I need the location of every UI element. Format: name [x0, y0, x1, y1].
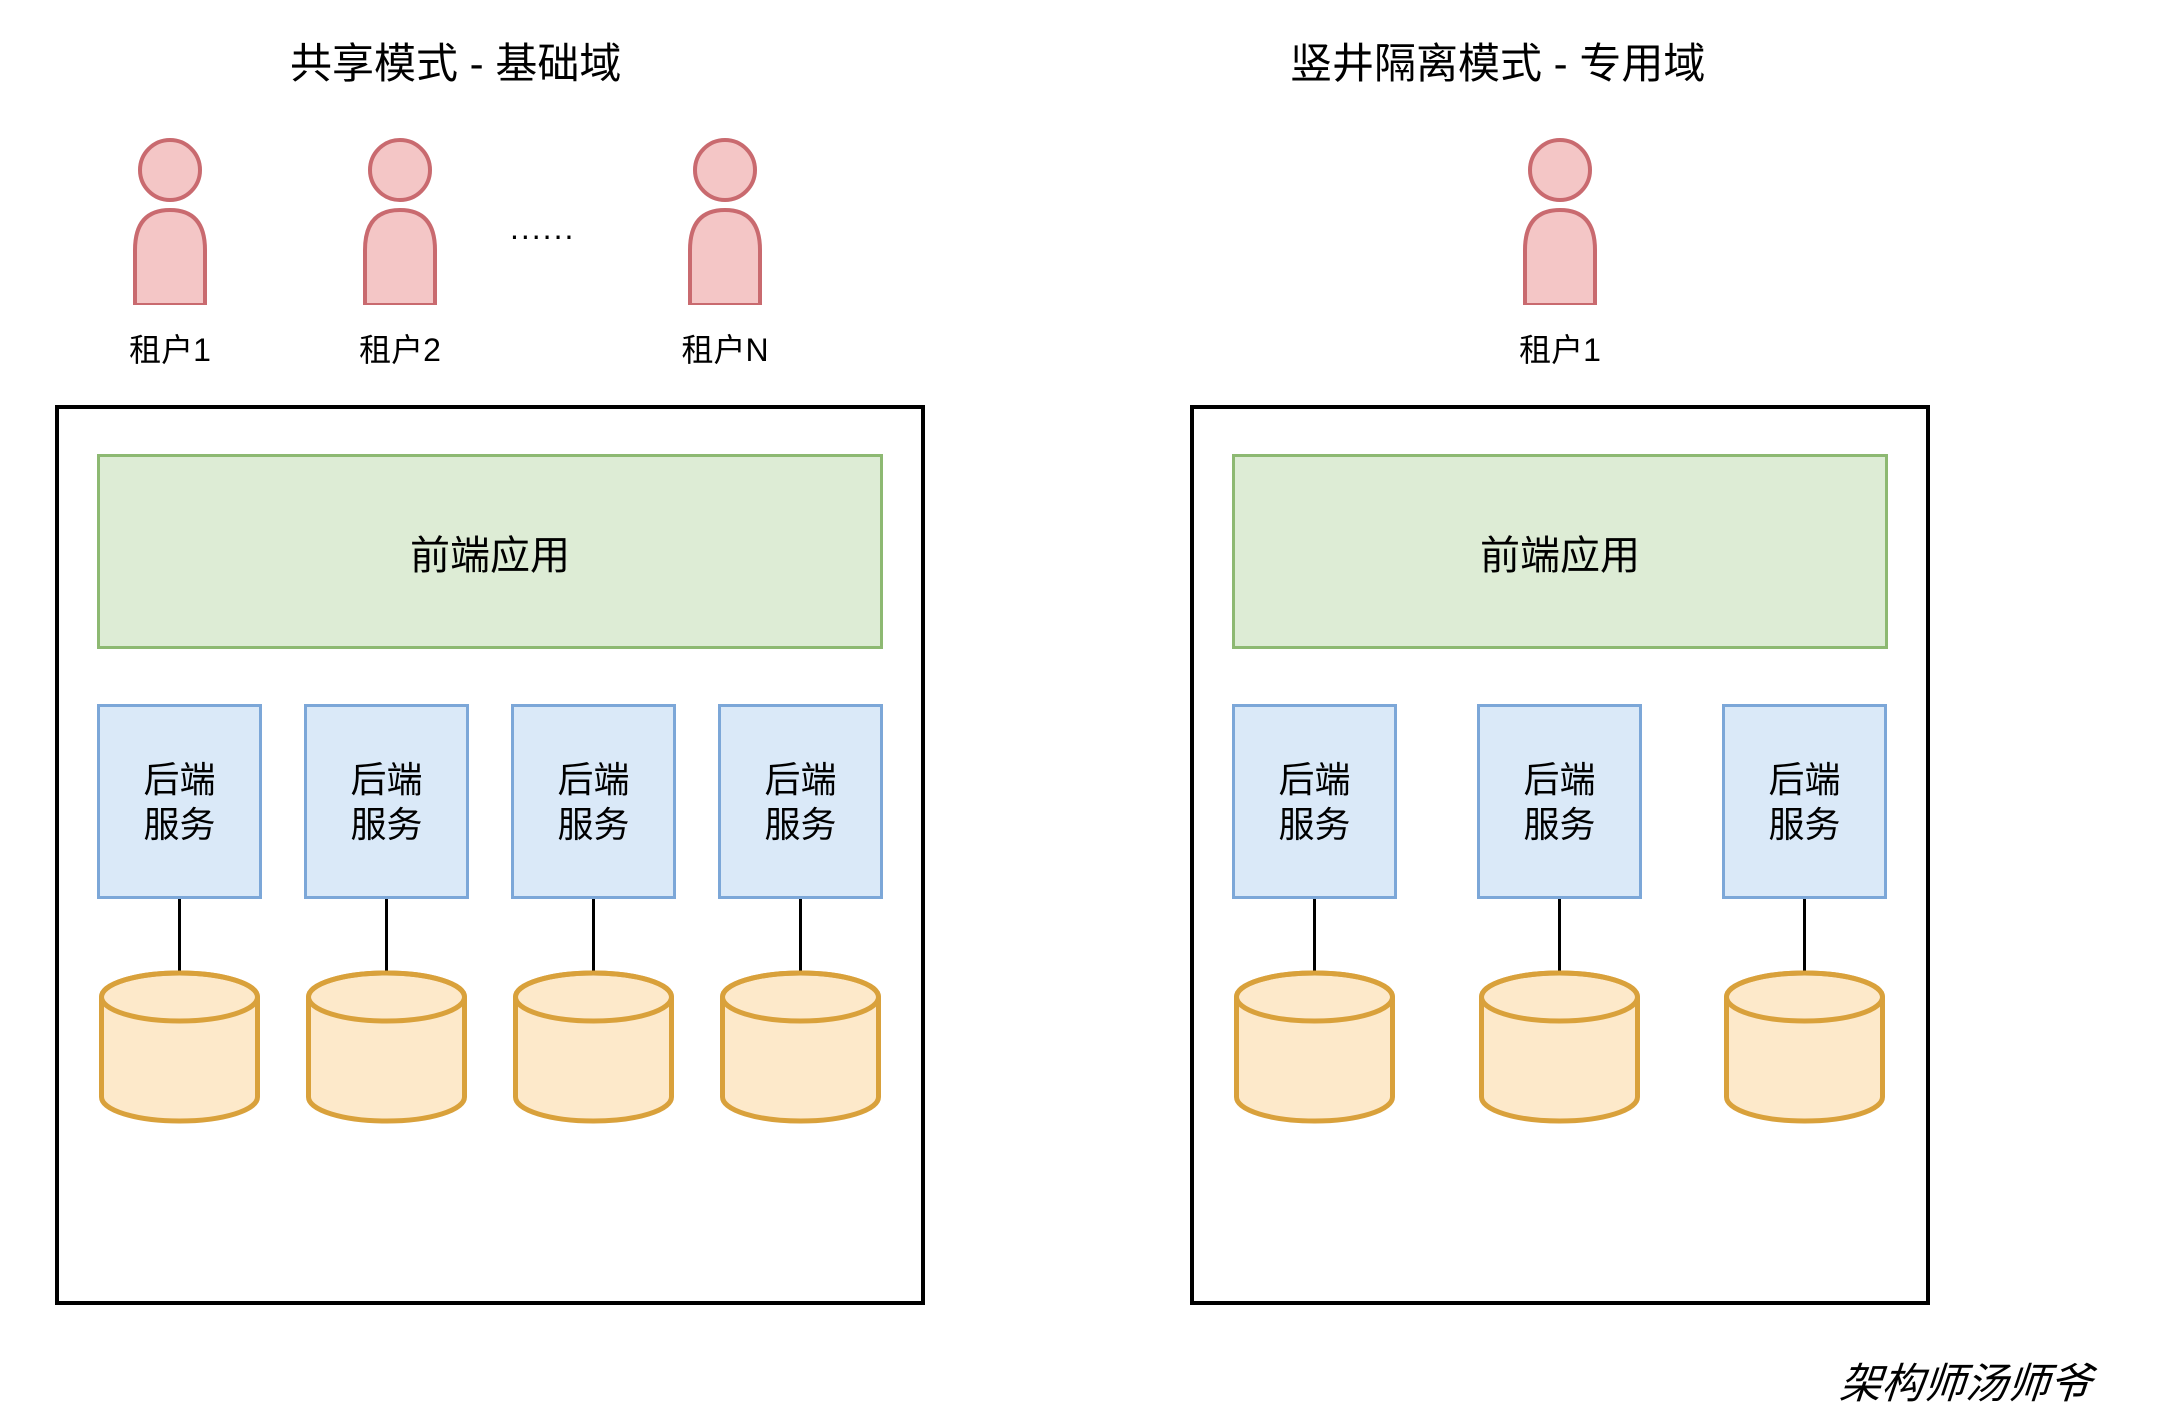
- database-icon: [718, 969, 883, 1129]
- frontend-box: 前端应用: [1232, 454, 1888, 649]
- backend-box: 后端服务: [1477, 704, 1642, 899]
- right-architecture-box: 前端应用 后端服务 后端服务 后端服务: [1190, 405, 1930, 1305]
- left-architecture-box: 前端应用 后端服务 后端服务 后端服务 后端服务: [55, 405, 925, 1305]
- user-icon: [345, 135, 455, 305]
- watermark: 架构师汤师爷: [1837, 1350, 2094, 1411]
- connector-line: [1803, 899, 1806, 974]
- database-icon: [1722, 969, 1887, 1129]
- database-icon: [304, 969, 469, 1129]
- backend-box: 后端服务: [511, 704, 676, 899]
- connector-line: [178, 899, 181, 974]
- tenant-label: 租户N: [670, 325, 780, 371]
- backend-label: 后端服务: [764, 757, 836, 847]
- backend-box: 后端服务: [1722, 704, 1887, 899]
- backend-label: 后端服务: [1523, 757, 1595, 847]
- ellipsis: ......: [510, 210, 575, 247]
- database-icon: [1477, 969, 1642, 1129]
- connector-line: [592, 899, 595, 974]
- connector-line: [1313, 899, 1316, 974]
- backend-label: 后端服务: [1278, 757, 1350, 847]
- frontend-label: 前端应用: [410, 523, 570, 581]
- tenant-label: 租户1: [1510, 325, 1610, 371]
- frontend-label: 前端应用: [1480, 523, 1640, 581]
- user-icon: [115, 135, 225, 305]
- database-icon: [511, 969, 676, 1129]
- frontend-box: 前端应用: [97, 454, 883, 649]
- backend-label: 后端服务: [1768, 757, 1840, 847]
- backend-box: 后端服务: [97, 704, 262, 899]
- connector-line: [799, 899, 802, 974]
- tenant-label: 租户2: [350, 325, 450, 371]
- tenant-label: 租户1: [120, 325, 220, 371]
- backend-box: 后端服务: [304, 704, 469, 899]
- database-icon: [97, 969, 262, 1129]
- backend-label: 后端服务: [557, 757, 629, 847]
- database-icon: [1232, 969, 1397, 1129]
- backend-label: 后端服务: [350, 757, 422, 847]
- left-title: 共享模式 - 基础域: [290, 30, 621, 91]
- connector-line: [1558, 899, 1561, 974]
- backend-box: 后端服务: [1232, 704, 1397, 899]
- user-icon: [1505, 135, 1615, 305]
- backend-box: 后端服务: [718, 704, 883, 899]
- diagram-canvas: 共享模式 - 基础域 竖井隔离模式 - 专用域 租户1 租户2 ...... 租…: [0, 0, 2160, 1404]
- right-title: 竖井隔离模式 - 专用域: [1290, 30, 1705, 91]
- backend-label: 后端服务: [143, 757, 215, 847]
- connector-line: [385, 899, 388, 974]
- user-icon: [670, 135, 780, 305]
